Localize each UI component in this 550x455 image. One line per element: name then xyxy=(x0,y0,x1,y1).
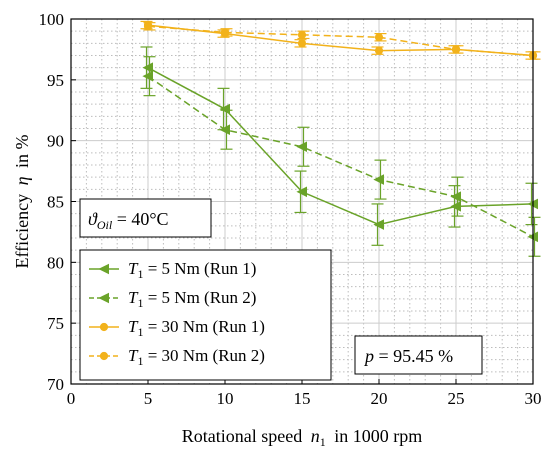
series-line xyxy=(147,25,534,57)
y-tick-label: 85 xyxy=(47,193,64,212)
data-point xyxy=(143,22,153,31)
svg-text:ϑOil = 40°C: ϑOil = 40°C xyxy=(88,209,169,232)
x-tick-label: 10 xyxy=(217,389,234,408)
series-lines xyxy=(147,24,534,238)
data-point xyxy=(374,33,384,42)
data-point xyxy=(374,46,384,55)
data-point xyxy=(219,103,230,115)
data-point xyxy=(450,191,461,202)
legend: T1 = 5 Nm (Run 1) T1 = 5 Nm (Run 2) T1 = 3… xyxy=(79,249,332,381)
legend-marker xyxy=(99,322,109,332)
series-line xyxy=(147,67,534,226)
confidence-box: p = 95.45 % xyxy=(354,335,483,375)
legend-label: T1 = 5 Nm (Run 1) xyxy=(128,259,256,281)
x-axis-label: Rotational speed n1 in 1000 rpm xyxy=(182,426,422,450)
oil-temperature-box: ϑOil = 40°C xyxy=(79,198,212,238)
y-tick-label: 75 xyxy=(47,314,64,333)
axis-ticks: 0 5 10 15 20 25 30 70 75 80 85 90 95 100 xyxy=(39,10,542,408)
legend-label: T1 = 5 Nm (Run 2) xyxy=(128,288,256,310)
data-point xyxy=(297,30,307,39)
x-tick-label: 15 xyxy=(294,389,311,408)
y-tick-label: 95 xyxy=(47,71,64,90)
data-point xyxy=(296,141,307,153)
y-tick-label: 100 xyxy=(39,10,65,29)
legend-marker xyxy=(98,263,109,275)
y-tick-label: 80 xyxy=(47,253,64,272)
data-point xyxy=(373,174,384,185)
data-point xyxy=(296,186,307,198)
x-tick-label: 25 xyxy=(448,389,465,408)
legend-label: T1 = 30 Nm (Run 1) xyxy=(128,317,265,339)
x-tick-label: 20 xyxy=(371,389,388,408)
data-point xyxy=(450,201,461,212)
series-line xyxy=(147,24,534,57)
legend-marker xyxy=(98,292,109,304)
data-point xyxy=(297,39,307,48)
data-point xyxy=(220,28,230,37)
data-point xyxy=(142,70,153,82)
x-tick-label: 0 xyxy=(67,389,76,408)
data-point xyxy=(142,62,153,73)
x-tick-label: 5 xyxy=(144,389,153,408)
data-point xyxy=(451,45,461,54)
svg-text:p = 95.45 %: p = 95.45 % xyxy=(363,346,453,366)
x-tick-label: 30 xyxy=(525,389,542,408)
data-point xyxy=(373,219,384,230)
y-tick-label: 70 xyxy=(47,375,64,394)
data-point xyxy=(219,124,230,136)
y-axis-label: Efficiency η in % xyxy=(12,134,32,268)
y-tick-label: 90 xyxy=(47,132,64,151)
series-line xyxy=(147,75,534,238)
legend-label: T1 = 30 Nm (Run 2) xyxy=(128,346,265,368)
legend-marker xyxy=(99,351,109,361)
